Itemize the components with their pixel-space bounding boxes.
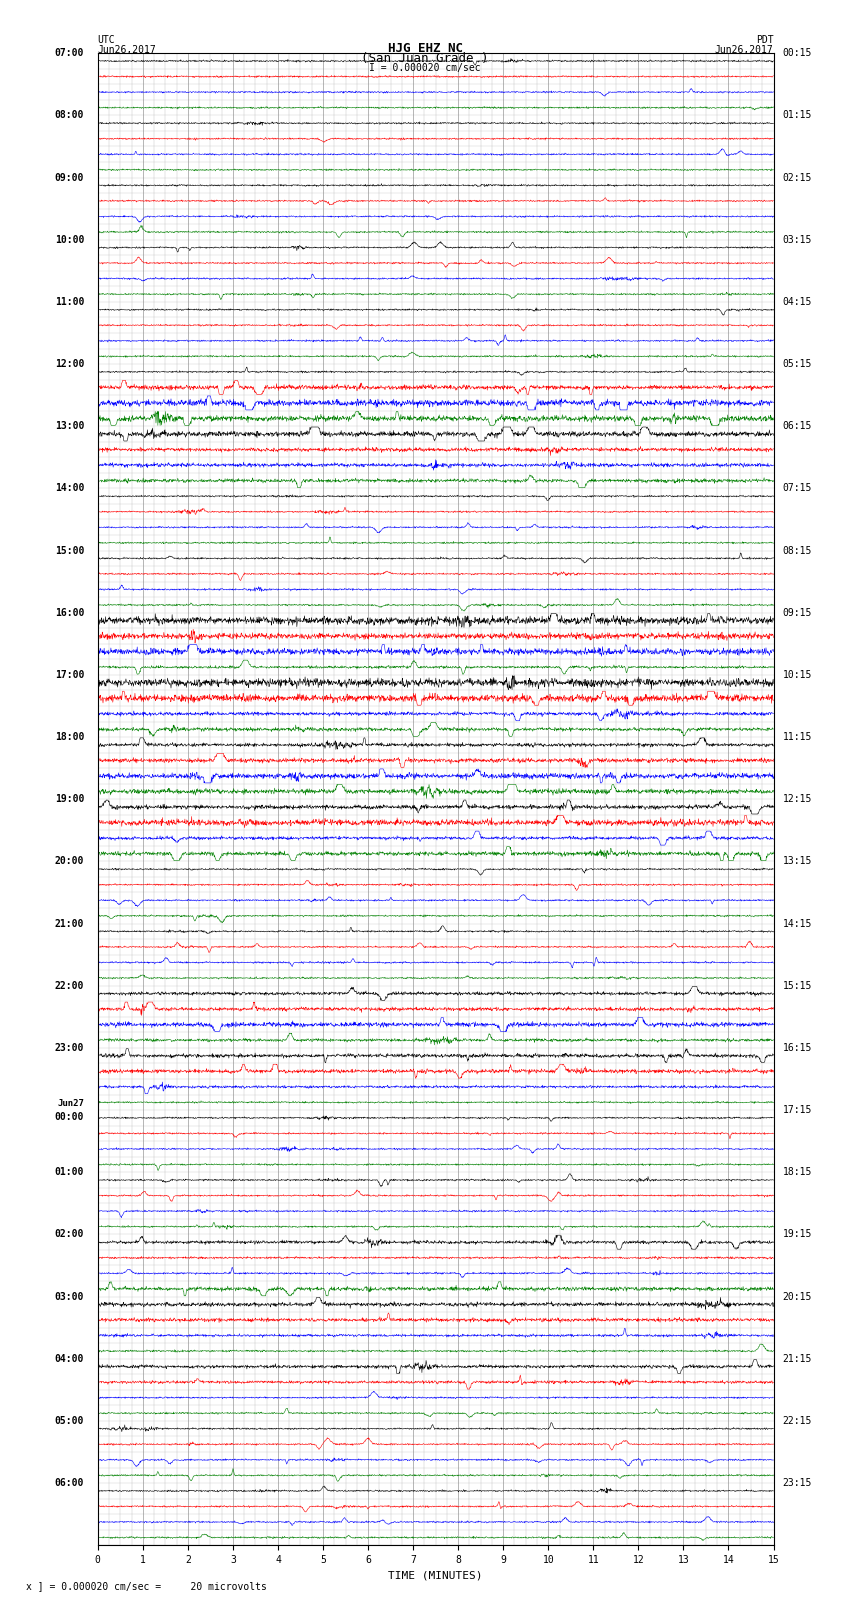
Text: 05:15: 05:15	[783, 360, 812, 369]
Text: 07:00: 07:00	[55, 48, 84, 58]
Text: HJG EHZ NC: HJG EHZ NC	[388, 42, 462, 55]
Text: 12:00: 12:00	[55, 360, 84, 369]
Text: PDT: PDT	[756, 35, 774, 45]
Text: 18:15: 18:15	[783, 1168, 812, 1177]
Text: 10:15: 10:15	[783, 669, 812, 681]
Text: 21:15: 21:15	[783, 1353, 812, 1363]
Text: (San Juan Grade ): (San Juan Grade )	[361, 52, 489, 65]
Text: 02:00: 02:00	[55, 1229, 84, 1239]
Text: 00:00: 00:00	[55, 1113, 84, 1123]
Text: 08:15: 08:15	[783, 545, 812, 555]
Text: 17:15: 17:15	[783, 1105, 812, 1115]
Text: 13:15: 13:15	[783, 857, 812, 866]
Text: 18:00: 18:00	[55, 732, 84, 742]
Text: 13:00: 13:00	[55, 421, 84, 431]
Text: 11:00: 11:00	[55, 297, 84, 306]
Text: 06:00: 06:00	[55, 1478, 84, 1489]
Text: 05:00: 05:00	[55, 1416, 84, 1426]
Text: 17:00: 17:00	[55, 669, 84, 681]
Text: 19:00: 19:00	[55, 794, 84, 805]
Text: Jun26,2017: Jun26,2017	[98, 45, 156, 55]
Text: Jun27: Jun27	[57, 1098, 84, 1108]
Text: 10:00: 10:00	[55, 235, 84, 245]
Text: 01:00: 01:00	[55, 1168, 84, 1177]
Text: 20:15: 20:15	[783, 1292, 812, 1302]
Text: 16:00: 16:00	[55, 608, 84, 618]
Text: Jun26,2017: Jun26,2017	[715, 45, 774, 55]
Text: 09:00: 09:00	[55, 173, 84, 182]
Text: 01:15: 01:15	[783, 110, 812, 121]
X-axis label: TIME (MINUTES): TIME (MINUTES)	[388, 1571, 483, 1581]
Text: 06:15: 06:15	[783, 421, 812, 431]
Text: 03:00: 03:00	[55, 1292, 84, 1302]
Text: 14:15: 14:15	[783, 918, 812, 929]
Text: I = 0.000020 cm/sec: I = 0.000020 cm/sec	[369, 63, 481, 73]
Text: 03:15: 03:15	[783, 235, 812, 245]
Text: 11:15: 11:15	[783, 732, 812, 742]
Text: 04:15: 04:15	[783, 297, 812, 306]
Text: 15:00: 15:00	[55, 545, 84, 555]
Text: 02:15: 02:15	[783, 173, 812, 182]
Text: 21:00: 21:00	[55, 918, 84, 929]
Text: 16:15: 16:15	[783, 1044, 812, 1053]
Text: 09:15: 09:15	[783, 608, 812, 618]
Text: 07:15: 07:15	[783, 484, 812, 494]
Text: 22:15: 22:15	[783, 1416, 812, 1426]
Text: 04:00: 04:00	[55, 1353, 84, 1363]
Text: 12:15: 12:15	[783, 794, 812, 805]
Text: 19:15: 19:15	[783, 1229, 812, 1239]
Text: 14:00: 14:00	[55, 484, 84, 494]
Text: 22:00: 22:00	[55, 981, 84, 990]
Text: 08:00: 08:00	[55, 110, 84, 121]
Text: 23:00: 23:00	[55, 1044, 84, 1053]
Text: UTC: UTC	[98, 35, 116, 45]
Text: 23:15: 23:15	[783, 1478, 812, 1489]
Text: x ] = 0.000020 cm/sec =     20 microvolts: x ] = 0.000020 cm/sec = 20 microvolts	[26, 1581, 266, 1590]
Text: 15:15: 15:15	[783, 981, 812, 990]
Text: 20:00: 20:00	[55, 857, 84, 866]
Text: 00:15: 00:15	[783, 48, 812, 58]
